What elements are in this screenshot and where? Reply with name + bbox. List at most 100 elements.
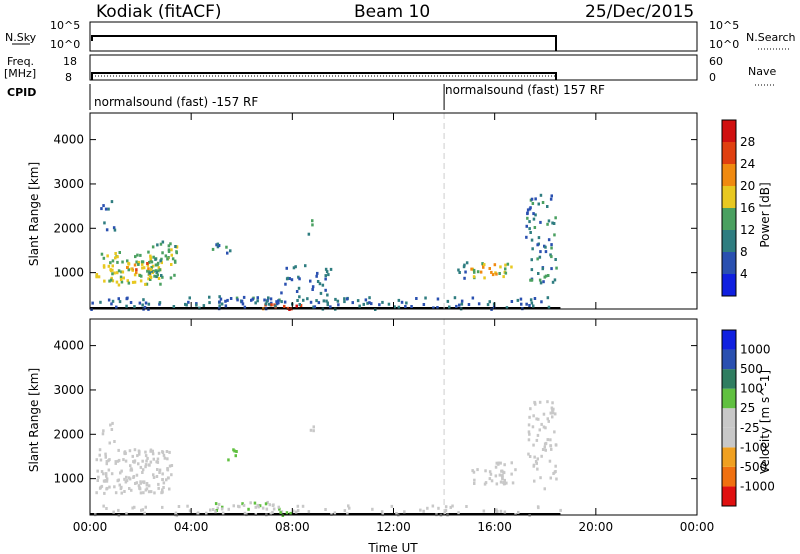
xtick-label: 20:00 bbox=[579, 520, 614, 534]
range-gate-cell bbox=[266, 500, 269, 504]
range-gate-cell bbox=[127, 268, 130, 272]
range-gate-cell bbox=[130, 468, 134, 472]
range-gate-cell bbox=[111, 264, 114, 268]
range-gate-cell bbox=[457, 511, 460, 515]
range-gate-cell bbox=[107, 207, 110, 211]
range-gate-cell bbox=[499, 509, 503, 513]
range-gate-cell bbox=[495, 461, 498, 465]
range-gate-cell bbox=[143, 511, 146, 515]
range-gate-cell bbox=[144, 301, 148, 305]
range-gate-cell bbox=[313, 305, 317, 309]
range-gate-cell bbox=[520, 302, 523, 306]
scatter-region bbox=[135, 480, 149, 491]
range-gate-cell bbox=[336, 299, 340, 303]
range-gate-cell bbox=[170, 464, 174, 467]
range-gate-cell bbox=[108, 485, 111, 489]
range-gate-cell bbox=[527, 430, 531, 434]
range-gate-cell bbox=[533, 479, 536, 483]
range-gate-cell bbox=[220, 507, 224, 511]
range-gate-cell bbox=[214, 510, 217, 514]
range-gate-cell bbox=[108, 441, 111, 445]
range-gate-cell bbox=[544, 245, 547, 249]
range-gate-cell bbox=[140, 508, 143, 512]
range-gate-cell bbox=[145, 459, 148, 463]
ytick-label: 2000 bbox=[53, 221, 84, 235]
range-gate-cell bbox=[211, 247, 215, 251]
range-gate-cell bbox=[329, 305, 332, 309]
velocity-xticks: 00:00 04:00 08:00 12:00 16:00 20:00 00:00 bbox=[73, 319, 714, 534]
range-gate-cell bbox=[539, 250, 542, 254]
range-gate-cell bbox=[103, 279, 106, 283]
range-gate-cell bbox=[280, 510, 284, 514]
range-gate-cell bbox=[158, 302, 161, 306]
colorbar-swatch bbox=[722, 466, 736, 487]
range-gate-cell bbox=[157, 277, 161, 280]
colorbar-tick: 4 bbox=[740, 267, 748, 281]
range-gate-cell bbox=[528, 227, 531, 231]
range-gate-cell bbox=[102, 504, 105, 508]
range-gate-cell bbox=[214, 502, 218, 506]
range-gate-cell bbox=[301, 504, 305, 508]
range-gate-cell bbox=[170, 473, 173, 477]
scatter-region bbox=[148, 240, 179, 280]
range-gate-cell bbox=[124, 451, 127, 455]
scatter-region bbox=[211, 242, 232, 255]
range-gate-cell bbox=[166, 457, 169, 461]
range-gate-cell bbox=[368, 296, 371, 300]
range-gate-cell bbox=[337, 303, 340, 307]
range-gate-cell bbox=[316, 271, 319, 275]
range-gate-cell bbox=[532, 304, 535, 308]
range-gate-cell bbox=[161, 451, 165, 454]
range-gate-cell bbox=[149, 460, 153, 464]
range-gate-cell bbox=[125, 304, 128, 308]
range-gate-cell bbox=[175, 514, 179, 518]
range-gate-cell bbox=[547, 238, 551, 242]
range-gate-cell bbox=[550, 267, 553, 271]
range-gate-cell bbox=[537, 506, 540, 510]
range-gate-cell bbox=[106, 254, 109, 258]
range-gate-cell bbox=[154, 257, 157, 261]
range-gate-cell bbox=[286, 276, 290, 280]
range-gate-cell bbox=[107, 459, 110, 463]
colorbar-tick: 12 bbox=[740, 223, 755, 237]
range-gate-cell bbox=[528, 220, 531, 224]
range-gate-cell bbox=[315, 274, 318, 278]
range-gate-cell bbox=[269, 512, 273, 516]
range-gate-cell bbox=[142, 266, 146, 270]
range-gate-cell bbox=[333, 511, 337, 515]
range-gate-cell bbox=[218, 295, 221, 299]
range-gate-cell bbox=[116, 255, 119, 259]
range-gate-cell bbox=[275, 300, 278, 304]
colorbar-swatch bbox=[722, 388, 736, 409]
range-gate-cell bbox=[444, 508, 448, 512]
range-gate-cell bbox=[257, 505, 260, 509]
range-gate-cell bbox=[540, 454, 543, 458]
range-gate-cell bbox=[455, 304, 458, 308]
range-gate-cell bbox=[232, 504, 235, 508]
range-gate-cell bbox=[324, 508, 327, 511]
scatter-region bbox=[307, 219, 314, 236]
range-gate-cell bbox=[144, 465, 147, 469]
range-gate-cell bbox=[535, 461, 538, 465]
range-gate-cell bbox=[553, 470, 557, 474]
range-gate-cell bbox=[157, 486, 160, 490]
range-gate-cell bbox=[132, 460, 135, 464]
scatter-region bbox=[457, 261, 469, 280]
colorbar-tick: 1000 bbox=[740, 343, 771, 357]
range-gate-cell bbox=[538, 428, 541, 432]
range-gate-cell bbox=[242, 503, 246, 507]
range-gate-cell bbox=[533, 455, 536, 459]
range-gate-cell bbox=[137, 260, 141, 264]
range-gate-cell bbox=[160, 274, 163, 277]
range-gate-cell bbox=[536, 243, 539, 247]
range-gate-cell bbox=[307, 232, 311, 236]
range-gate-cell bbox=[529, 407, 532, 411]
colorbar-swatch bbox=[722, 252, 736, 274]
range-gate-cell bbox=[145, 483, 149, 487]
range-gate-cell bbox=[387, 302, 391, 306]
range-gate-cell bbox=[133, 459, 137, 463]
range-gate-cell bbox=[144, 454, 148, 458]
range-gate-cell bbox=[285, 511, 289, 515]
range-gate-cell bbox=[484, 481, 488, 485]
range-gate-cell bbox=[397, 298, 401, 302]
